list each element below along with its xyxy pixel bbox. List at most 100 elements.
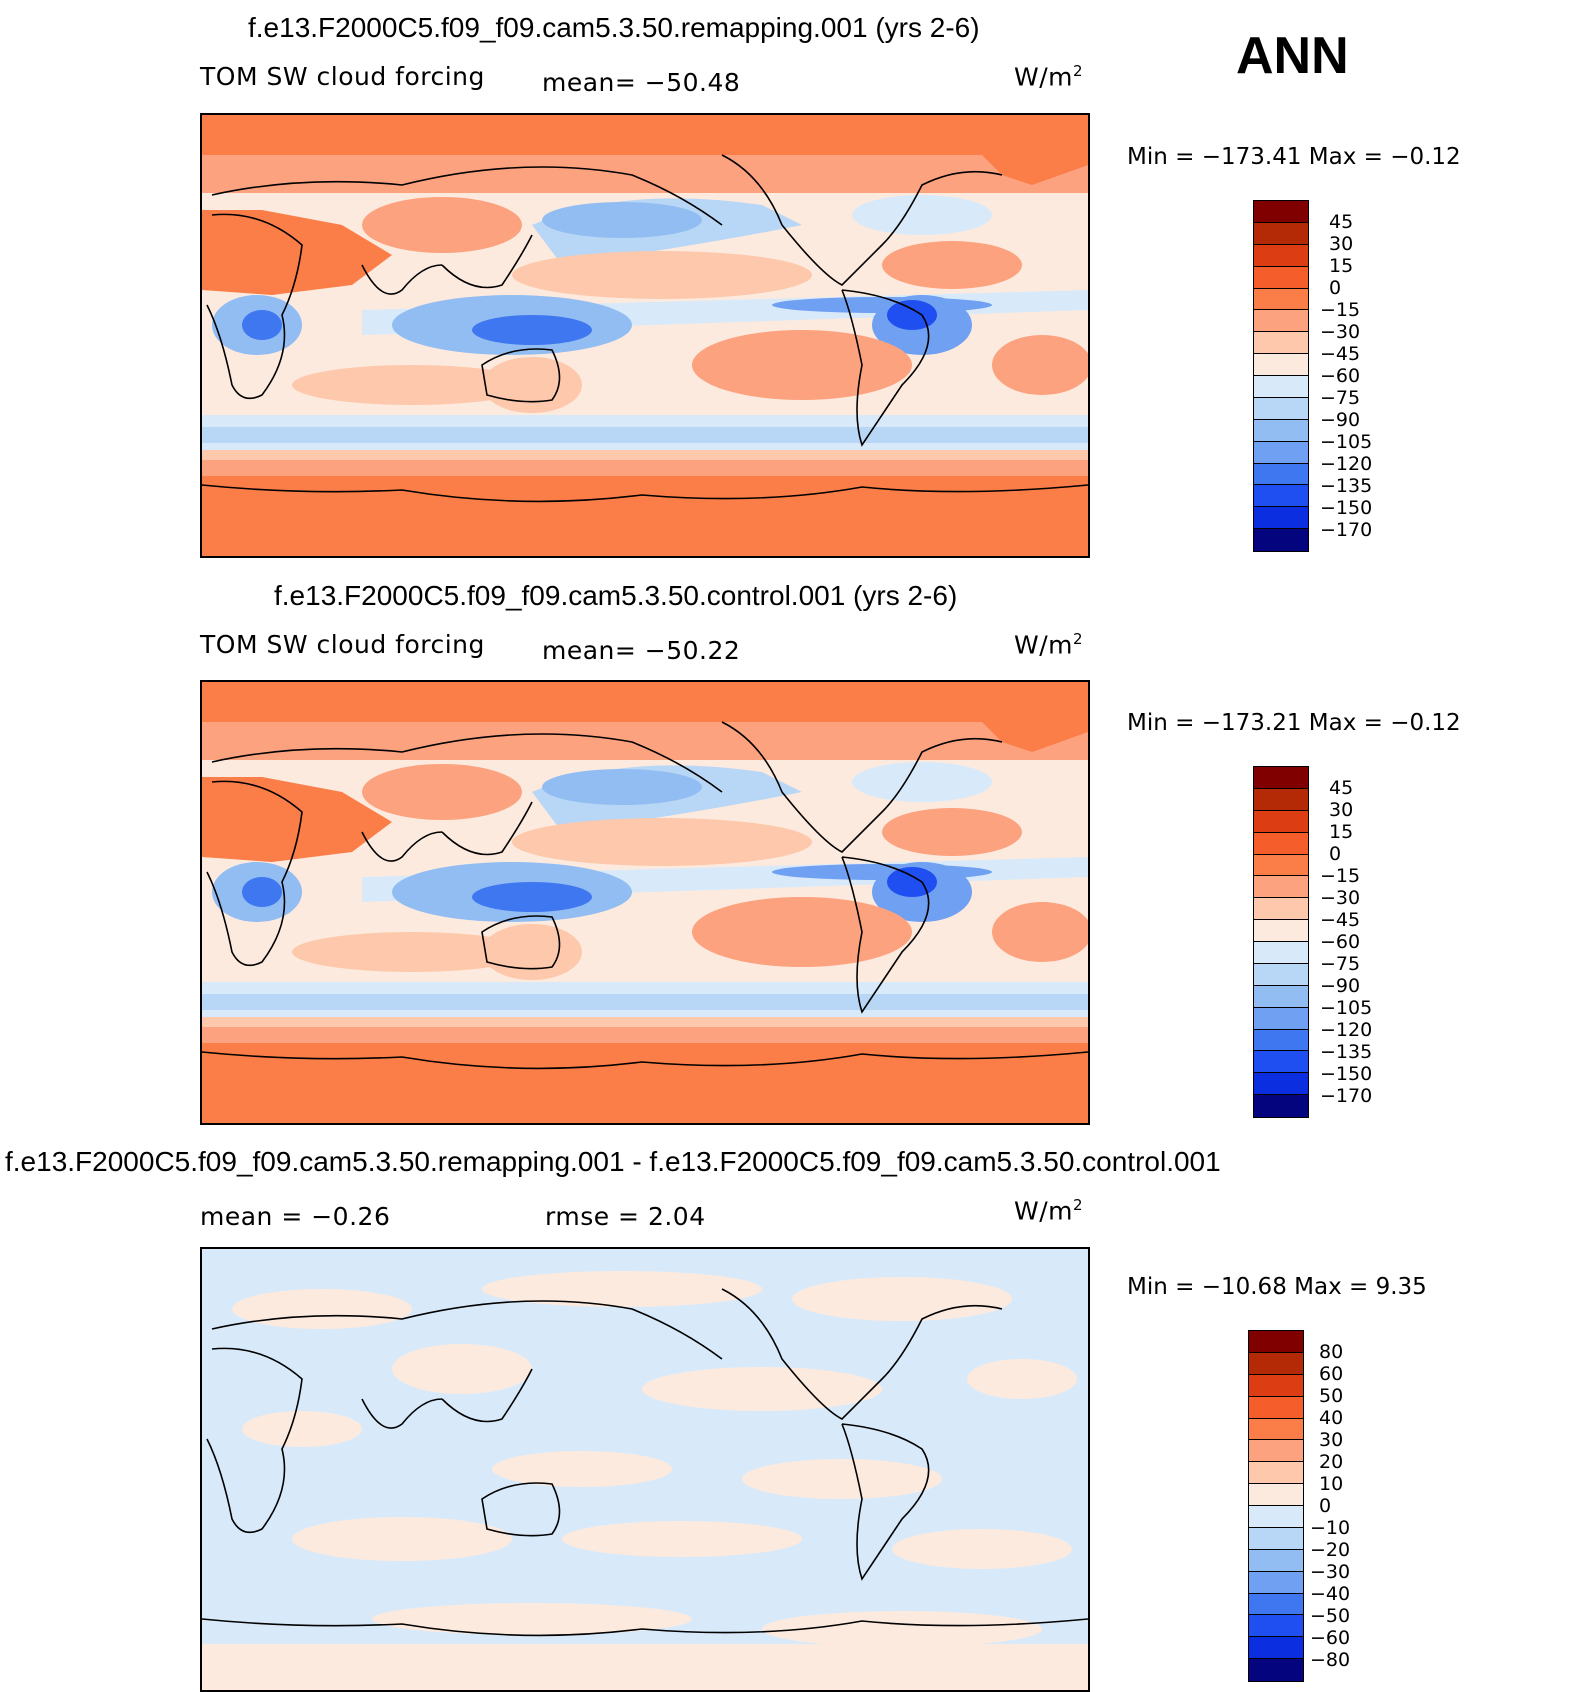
colorbar-swatch — [1254, 463, 1308, 486]
north-america-coast — [721, 154, 1003, 286]
colorbar-tick-label: 30 — [1329, 233, 1354, 255]
colorbar-tick-label: 40 — [1319, 1407, 1344, 1429]
colorbar-tick-label: 45 — [1329, 211, 1354, 233]
panel-3-map-svg — [202, 1249, 1088, 1690]
panel-3-colorbar — [1248, 1330, 1304, 1682]
colorbar-tick-label: −120 — [1320, 1019, 1373, 1041]
colorbar-swatch — [1254, 942, 1308, 964]
colorbar-tick-label: −150 — [1320, 1063, 1373, 1085]
africa-coast — [206, 1347, 303, 1534]
southern-blue-band — [202, 427, 1088, 443]
panel-3-units-text: W/m — [1014, 1196, 1073, 1226]
panel-2-variable-label: TOM SW cloud forcing — [200, 630, 485, 659]
panel-1-colorbar — [1253, 200, 1309, 552]
panel-1-title: f.e13.F2000C5.f09_f09.cam5.3.50.remappin… — [248, 12, 980, 43]
colorbar-swatch — [1249, 1615, 1303, 1638]
np-stratocu — [512, 818, 812, 866]
australia — [482, 924, 582, 980]
colorbar-swatch — [1254, 1095, 1308, 1117]
colorbar-tick-label: 0 — [1329, 843, 1342, 865]
asia-orange-patch — [362, 197, 522, 253]
se-asia-coast — [441, 1368, 533, 1423]
colorbar-tick-label: −60 — [1320, 365, 1361, 387]
colorbar-swatch — [1254, 832, 1308, 855]
np-stratocu — [512, 251, 812, 299]
eurasia-coast — [211, 733, 723, 793]
colorbar-tick-label: 15 — [1329, 255, 1354, 277]
congo-core — [242, 877, 282, 907]
colorbar-swatch — [1254, 332, 1308, 355]
arctic-band — [202, 682, 1088, 722]
colorbar-swatch — [1249, 1331, 1303, 1353]
colorbar-swatch — [1249, 1484, 1303, 1506]
indian-subcontinent — [361, 264, 443, 295]
south-america-coast — [841, 1423, 930, 1581]
s-indian — [292, 365, 532, 405]
greenland-region — [972, 682, 1088, 752]
africa-coast — [206, 780, 303, 967]
nw-pacific-blue-core — [542, 202, 702, 238]
indian-subcontinent — [361, 1398, 443, 1429]
colorbar-tick-label: 60 — [1319, 1363, 1344, 1385]
se-pacific-stratocu — [692, 897, 912, 967]
sahara-region — [202, 777, 392, 862]
colorbar-tick-label: −75 — [1320, 387, 1361, 409]
colorbar-tick-label: −135 — [1320, 1041, 1373, 1063]
colorbar-tick-label: −150 — [1320, 497, 1373, 519]
panel-3-title: f.e13.F2000C5.f09_f09.cam5.3.50.remappin… — [5, 1146, 1221, 1177]
southern-orange-band — [202, 460, 1088, 476]
colorbar-tick-label: −120 — [1320, 453, 1373, 475]
colorbar-tick-label: −90 — [1320, 975, 1361, 997]
colorbar-tick-label: −10 — [1310, 1517, 1351, 1539]
panel-2-units-text: W/m — [1014, 630, 1073, 660]
colorbar-swatch — [1254, 288, 1308, 311]
colorbar-tick-label: −15 — [1320, 865, 1361, 887]
colorbar-tick-label: −30 — [1320, 321, 1361, 343]
colorbar-tick-label: −60 — [1310, 1627, 1351, 1649]
coastlines — [202, 721, 1088, 1070]
season-label: ANN — [1236, 27, 1349, 85]
colorbar-swatch — [1254, 985, 1308, 1008]
panel-1-mean: mean= −50.48 — [542, 68, 741, 97]
colorbar-swatch — [1254, 1051, 1308, 1074]
panel-2-units: W/m2 — [1014, 630, 1083, 659]
colorbar-swatch — [1254, 963, 1308, 986]
greenland-region — [972, 115, 1088, 185]
panel-3-minmax: Min = −10.68 Max = 9.35 — [1127, 1274, 1427, 1300]
colorbar-swatch — [1254, 898, 1308, 921]
colorbar-tick-label: −60 — [1320, 931, 1361, 953]
colorbar-tick-label: −30 — [1310, 1561, 1351, 1583]
eurasia-coast — [211, 1300, 723, 1360]
australia-coast — [481, 915, 561, 970]
colorbar-swatch — [1249, 1549, 1303, 1572]
panel-1-units-text: W/m — [1014, 62, 1073, 92]
antarctic-band — [202, 476, 1088, 556]
colorbar-swatch — [1249, 1396, 1303, 1419]
colorbar-tick-label: 10 — [1319, 1473, 1344, 1495]
colorbar-tick-label: −50 — [1310, 1605, 1351, 1627]
colorbar-swatch — [1254, 529, 1308, 551]
indian-subcontinent — [361, 831, 443, 862]
colorbar-swatch — [1254, 767, 1308, 789]
colorbar-swatch — [1254, 441, 1308, 464]
na-blue — [852, 195, 992, 235]
colorbar-swatch — [1254, 485, 1308, 508]
colorbar-tick-label: 30 — [1329, 799, 1354, 821]
colorbar-tick-label: 20 — [1319, 1451, 1344, 1473]
south-america-coast — [841, 289, 930, 447]
antarctica-coast — [202, 484, 1088, 503]
colorbar-swatch — [1254, 244, 1308, 267]
colorbar-swatch — [1254, 1073, 1308, 1096]
colorbar-tick-label: −135 — [1320, 475, 1373, 497]
colorbar-swatch — [1254, 201, 1308, 223]
north-midlat-band — [202, 722, 1088, 760]
australia-coast — [481, 1482, 561, 1537]
colorbar-tick-label: −40 — [1310, 1583, 1351, 1605]
se-asia-coast — [441, 801, 533, 856]
colorbar-swatch — [1249, 1659, 1303, 1681]
colorbar-swatch — [1254, 876, 1308, 899]
nw-pacific-blue-core — [542, 769, 702, 805]
antarctic-band — [202, 1043, 1088, 1123]
africa-coast — [206, 213, 303, 400]
colorbar-tick-label: −75 — [1320, 953, 1361, 975]
